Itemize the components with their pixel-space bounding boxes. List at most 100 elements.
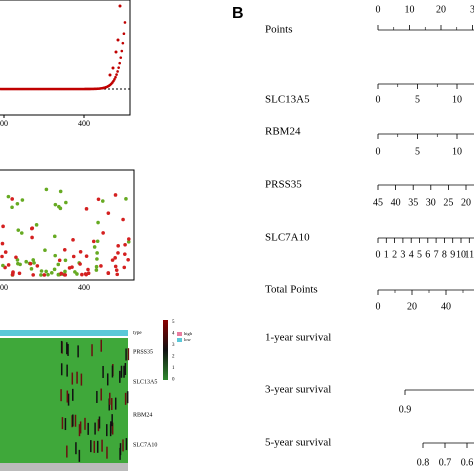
tick-label: 4 <box>409 249 414 260</box>
scatter-point <box>126 240 131 244</box>
heat-cell <box>120 365 123 378</box>
legend-item: high <box>184 331 193 336</box>
scatter-point <box>20 198 25 202</box>
scatter-point <box>6 194 11 199</box>
risk-point <box>120 49 124 53</box>
scatter-point <box>110 258 115 262</box>
heat-cell <box>125 348 127 361</box>
scatter-point <box>62 247 67 252</box>
heat-cell <box>101 439 103 452</box>
heat-cell <box>111 414 113 427</box>
heat-cell <box>61 417 64 430</box>
risk-point <box>111 66 115 70</box>
x-tick-label: 400 <box>78 119 90 128</box>
tick-label: 3 <box>400 249 405 260</box>
heat-cell <box>90 440 92 453</box>
scatter-point <box>43 248 47 253</box>
scatter-point <box>114 268 119 272</box>
heatmap <box>0 330 130 471</box>
scatter-point <box>95 239 100 244</box>
scatter-point <box>59 271 64 276</box>
scatter-point <box>46 272 50 277</box>
heat-cell <box>77 345 79 358</box>
heat-cell <box>91 344 93 357</box>
scatter-point <box>29 267 34 271</box>
scatter-point <box>39 273 43 277</box>
heat-cell <box>84 417 86 430</box>
scatter-point <box>58 189 63 194</box>
scatter-point <box>126 257 130 262</box>
row-label: RBM24 <box>265 126 301 138</box>
tick-label: 45 <box>373 197 383 208</box>
tick-label: 10 <box>452 94 462 105</box>
heat-cell <box>64 418 67 431</box>
tick-label: 20 <box>461 197 471 208</box>
tick-label: 0.8 <box>417 457 430 468</box>
scale-label: 0 <box>172 378 175 383</box>
heat-cell <box>66 390 69 403</box>
scatter-point <box>95 251 99 255</box>
heat-cell <box>119 370 121 383</box>
scatter-point <box>18 262 22 267</box>
tick-label: 40 <box>391 197 401 208</box>
scatter-point <box>96 220 100 225</box>
tick-label: 1 <box>384 249 389 260</box>
tick-label: 40 <box>441 301 451 312</box>
heat-cell <box>111 398 113 411</box>
heat-cell <box>125 438 128 451</box>
scatter-point <box>63 269 67 274</box>
tick-label: 0 <box>376 301 381 312</box>
heat-cell <box>122 439 124 452</box>
heat-cell <box>67 343 69 356</box>
scatter-point <box>53 253 58 258</box>
tick-label: 0 <box>376 249 381 260</box>
scatter-point <box>96 197 101 202</box>
risk-point <box>116 38 120 42</box>
heat-cell <box>97 419 100 432</box>
heat-cell <box>124 363 127 376</box>
heat-cell <box>71 372 74 385</box>
heat-cell <box>102 365 104 378</box>
scatter-point <box>94 268 99 272</box>
scatter-point <box>52 234 57 239</box>
scatter-point <box>57 204 61 209</box>
scatter-point <box>0 241 5 246</box>
tick-label: 0.9 <box>399 404 412 415</box>
scatter-point <box>15 258 20 262</box>
legend-title: type <box>133 331 142 336</box>
tick-label: 10 <box>452 146 462 157</box>
tick-label: 0 <box>376 146 381 157</box>
scatter-point <box>106 211 111 215</box>
scatter-point <box>30 235 34 240</box>
heat-cell <box>78 449 81 462</box>
scatter-point <box>122 265 127 270</box>
scatter-point <box>78 262 82 266</box>
tick-label: 5 <box>415 146 420 157</box>
legend-swatch <box>177 332 182 336</box>
risk-point <box>122 32 126 36</box>
scatter-point <box>53 202 58 207</box>
heat-cell <box>94 422 96 435</box>
scatter-point <box>35 264 40 268</box>
scatter-point <box>100 199 105 203</box>
risk-plot-frame <box>0 0 131 116</box>
risk-point <box>118 61 121 65</box>
scatter-point <box>73 270 77 274</box>
heat-bg <box>0 338 128 463</box>
scatter-point <box>1 263 5 268</box>
x-tick-label: 00 <box>0 119 8 128</box>
scale-label: 2 <box>172 355 175 360</box>
heat-cell <box>66 445 68 458</box>
scatter-point <box>86 271 91 276</box>
scatter-point <box>57 258 62 263</box>
risk-point <box>118 4 122 8</box>
risk-point <box>113 78 116 81</box>
risk-point <box>119 56 123 59</box>
heat-cell <box>93 440 96 453</box>
tick-label: 30 <box>426 197 436 208</box>
tick-label: 0 <box>376 4 381 15</box>
row-label: Total Points <box>265 284 318 296</box>
tick-label: 0.7 <box>439 457 452 468</box>
scatter-point <box>116 244 120 248</box>
